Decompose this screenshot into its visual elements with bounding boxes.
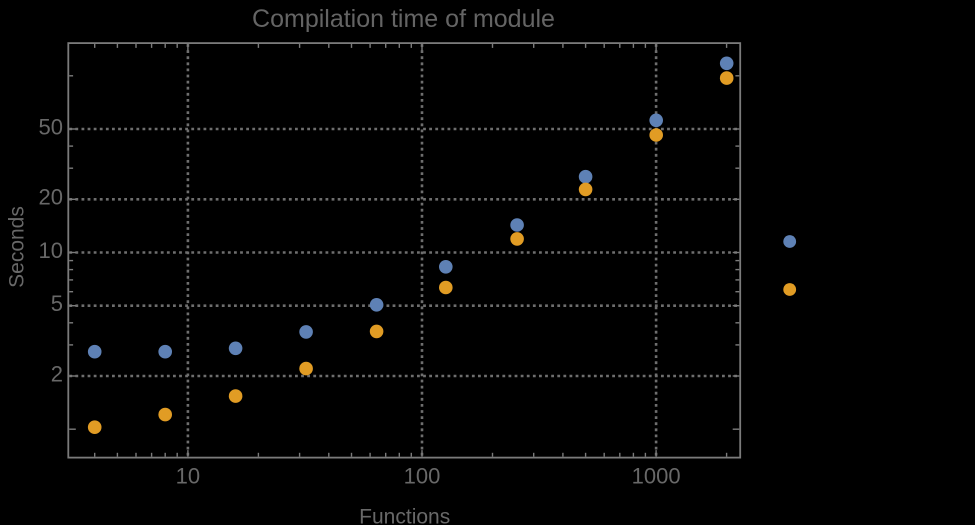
svg-text:2: 2 (51, 361, 63, 386)
svg-text:100: 100 (404, 463, 441, 488)
svg-text:Compilation time of module: Compilation time of module (252, 5, 555, 33)
svg-text:50: 50 (39, 114, 63, 139)
svg-text:Seconds: Seconds (6, 206, 29, 288)
svg-text:10: 10 (39, 238, 63, 263)
svg-text:1000: 1000 (632, 463, 681, 488)
svg-text:10: 10 (176, 463, 200, 488)
svg-text:5: 5 (51, 291, 63, 316)
svg-text:Functions: Functions (359, 506, 450, 525)
svg-text:20: 20 (39, 185, 63, 210)
